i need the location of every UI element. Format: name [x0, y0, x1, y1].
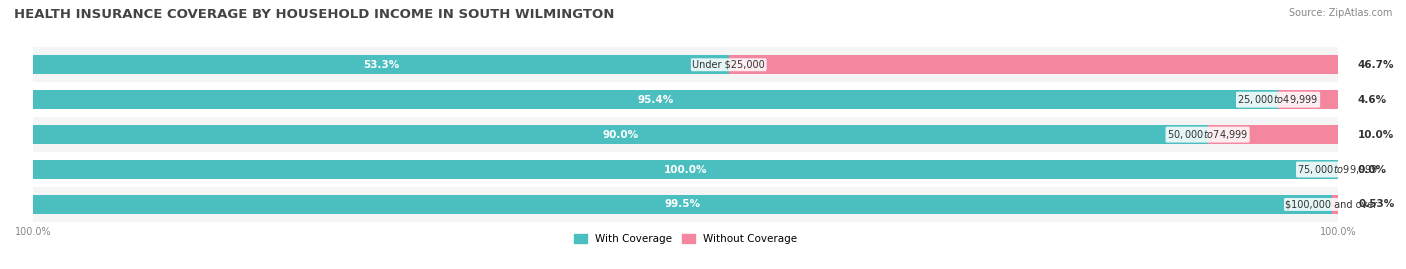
Text: 10.0%: 10.0% — [1358, 130, 1393, 140]
Text: Source: ZipAtlas.com: Source: ZipAtlas.com — [1288, 8, 1392, 18]
Bar — [34, 55, 728, 74]
Bar — [34, 187, 1339, 222]
Bar — [34, 125, 1208, 144]
Text: 53.3%: 53.3% — [363, 60, 399, 70]
Bar — [1208, 125, 1339, 144]
Bar — [34, 160, 1339, 179]
Bar — [34, 152, 1339, 187]
Bar — [34, 82, 1339, 117]
Bar — [34, 195, 1331, 214]
Text: 0.0%: 0.0% — [1358, 165, 1386, 175]
Text: 46.7%: 46.7% — [1358, 60, 1395, 70]
Text: $75,000 to $99,999: $75,000 to $99,999 — [1298, 163, 1379, 176]
Bar — [34, 90, 1278, 109]
Text: 95.4%: 95.4% — [637, 95, 673, 105]
Text: 100.0%: 100.0% — [664, 165, 707, 175]
Text: 90.0%: 90.0% — [602, 130, 638, 140]
Text: HEALTH INSURANCE COVERAGE BY HOUSEHOLD INCOME IN SOUTH WILMINGTON: HEALTH INSURANCE COVERAGE BY HOUSEHOLD I… — [14, 8, 614, 21]
Bar — [1331, 195, 1339, 214]
Text: 99.5%: 99.5% — [665, 199, 700, 210]
Text: 0.53%: 0.53% — [1358, 199, 1395, 210]
Legend: With Coverage, Without Coverage: With Coverage, Without Coverage — [569, 230, 801, 248]
Text: $25,000 to $49,999: $25,000 to $49,999 — [1237, 93, 1319, 106]
Text: 4.6%: 4.6% — [1358, 95, 1386, 105]
Bar — [1278, 90, 1339, 109]
Text: $100,000 and over: $100,000 and over — [1285, 199, 1378, 210]
Bar — [34, 117, 1339, 152]
Bar — [728, 55, 1339, 74]
Text: Under $25,000: Under $25,000 — [692, 60, 765, 70]
Bar — [34, 47, 1339, 82]
Text: $50,000 to $74,999: $50,000 to $74,999 — [1167, 128, 1249, 141]
